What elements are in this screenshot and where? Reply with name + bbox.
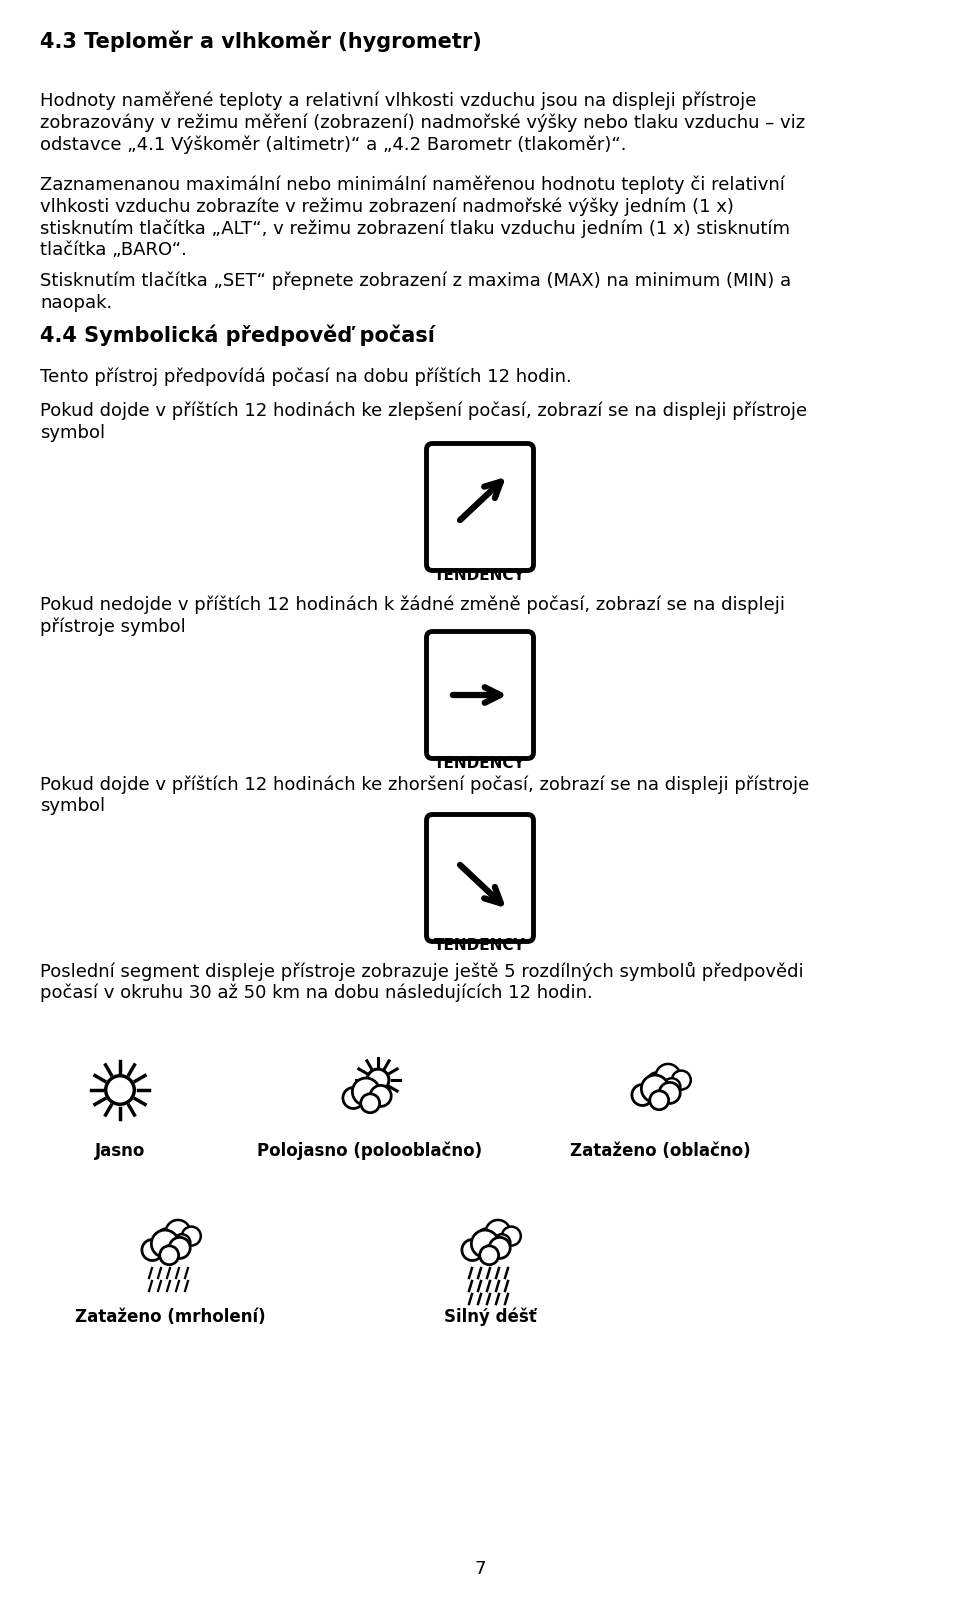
Text: symbol: symbol — [40, 424, 106, 442]
Text: Pokud dojde v příštích 12 hodinách ke zhoršení počasí, zobrazí se na displeji př: Pokud dojde v příštích 12 hodinách ke zh… — [40, 774, 809, 794]
Circle shape — [672, 1070, 691, 1090]
Circle shape — [352, 1078, 379, 1106]
Circle shape — [660, 1082, 681, 1104]
Text: Stisknutím tlačítka „SET“ přepnete zobrazení z maxima (MAX) na minimum (MIN) a: Stisknutím tlačítka „SET“ přepnete zobra… — [40, 272, 791, 291]
Text: TENDENCY: TENDENCY — [434, 755, 526, 771]
Circle shape — [169, 1237, 190, 1258]
Circle shape — [142, 1240, 163, 1261]
Text: přístroje symbol: přístroje symbol — [40, 618, 185, 635]
Text: TENDENCY: TENDENCY — [434, 939, 526, 954]
Circle shape — [166, 1219, 190, 1245]
Circle shape — [371, 1085, 392, 1107]
Text: vlhkosti vzduchu zobrazíte v režimu zobrazení nadmořské výšky jedním (1 x): vlhkosti vzduchu zobrazíte v režimu zobr… — [40, 197, 733, 216]
Circle shape — [152, 1230, 179, 1258]
Circle shape — [480, 1246, 498, 1264]
Circle shape — [493, 1234, 511, 1251]
Text: Poslední segment displeje přístroje zobrazuje ještě 5 rozdílných symbolů předpov: Poslední segment displeje přístroje zobr… — [40, 962, 804, 981]
Text: Pokud nedojde v příštích 12 hodinách k žádné změně počasí, zobrazí se na displej: Pokud nedojde v příštích 12 hodinách k ž… — [40, 595, 785, 613]
Circle shape — [650, 1091, 669, 1110]
Circle shape — [641, 1075, 669, 1102]
Circle shape — [343, 1088, 364, 1109]
Text: naopak.: naopak. — [40, 294, 112, 312]
FancyBboxPatch shape — [426, 632, 534, 758]
Circle shape — [462, 1240, 483, 1261]
Text: symbol: symbol — [40, 797, 106, 814]
Text: stisknutím tlačítka „ALT“, v režimu zobrazení tlaku vzduchu jedním (1 x) stisknu: stisknutím tlačítka „ALT“, v režimu zobr… — [40, 219, 790, 237]
Text: Zataženo (oblačno): Zataženo (oblačno) — [569, 1142, 751, 1160]
Text: Jasno: Jasno — [95, 1142, 145, 1160]
Text: tlačítka „BARO“.: tlačítka „BARO“. — [40, 242, 187, 259]
Circle shape — [663, 1078, 681, 1096]
Text: Polojasno (polooblačno): Polojasno (polooblačno) — [257, 1142, 483, 1160]
Circle shape — [157, 1229, 176, 1248]
Text: Tento přístroj předpovídá počasí na dobu příštích 12 hodin.: Tento přístroj předpovídá počasí na dobu… — [40, 366, 572, 386]
FancyBboxPatch shape — [426, 814, 534, 941]
Circle shape — [159, 1246, 179, 1264]
Text: počasí v okruhu 30 až 50 km na dobu následujících 12 hodin.: počasí v okruhu 30 až 50 km na dobu násl… — [40, 984, 592, 1003]
Text: Hodnoty naměřené teploty a relativní vlhkosti vzduchu jsou na displeji přístroje: Hodnoty naměřené teploty a relativní vlh… — [40, 91, 756, 110]
Circle shape — [490, 1237, 510, 1258]
Circle shape — [502, 1227, 520, 1245]
Text: Silný déšť: Silný déšť — [444, 1309, 537, 1326]
Text: Zataženo (mrholení): Zataženo (mrholení) — [75, 1309, 265, 1326]
Text: 4.3 Teploměr a vlhkoměr (hygrometr): 4.3 Teploměr a vlhkoměr (hygrometr) — [40, 30, 482, 51]
Text: odstavce „4.1 Výškoměr (altimetr)“ a „4.2 Barometr (tlakoměr)“.: odstavce „4.1 Výškoměr (altimetr)“ a „4.… — [40, 136, 627, 155]
Text: zobrazovány v režimu měření (zobrazení) nadmořské výšky nebo tlaku vzduchu – viz: zobrazovány v režimu měření (zobrazení) … — [40, 114, 805, 133]
Circle shape — [471, 1230, 498, 1258]
FancyBboxPatch shape — [426, 443, 534, 571]
Circle shape — [656, 1064, 681, 1088]
Circle shape — [486, 1219, 511, 1245]
Text: Pokud dojde v příštích 12 hodinách ke zlepšení počasí, zobrazí se na displeji př: Pokud dojde v příštích 12 hodinách ke zl… — [40, 402, 807, 421]
Text: Zaznamenanou maximální nebo minimální naměřenou hodnotu teploty či relativní: Zaznamenanou maximální nebo minimální na… — [40, 174, 785, 194]
Text: TENDENCY: TENDENCY — [434, 568, 526, 582]
Circle shape — [173, 1234, 190, 1251]
Circle shape — [647, 1072, 666, 1091]
Text: 4.4 Symbolická předpověď počasí: 4.4 Symbolická předpověď počasí — [40, 325, 435, 347]
Circle shape — [632, 1085, 653, 1106]
Text: 7: 7 — [474, 1560, 486, 1578]
Circle shape — [181, 1227, 201, 1245]
Circle shape — [477, 1229, 496, 1248]
Circle shape — [361, 1094, 379, 1112]
